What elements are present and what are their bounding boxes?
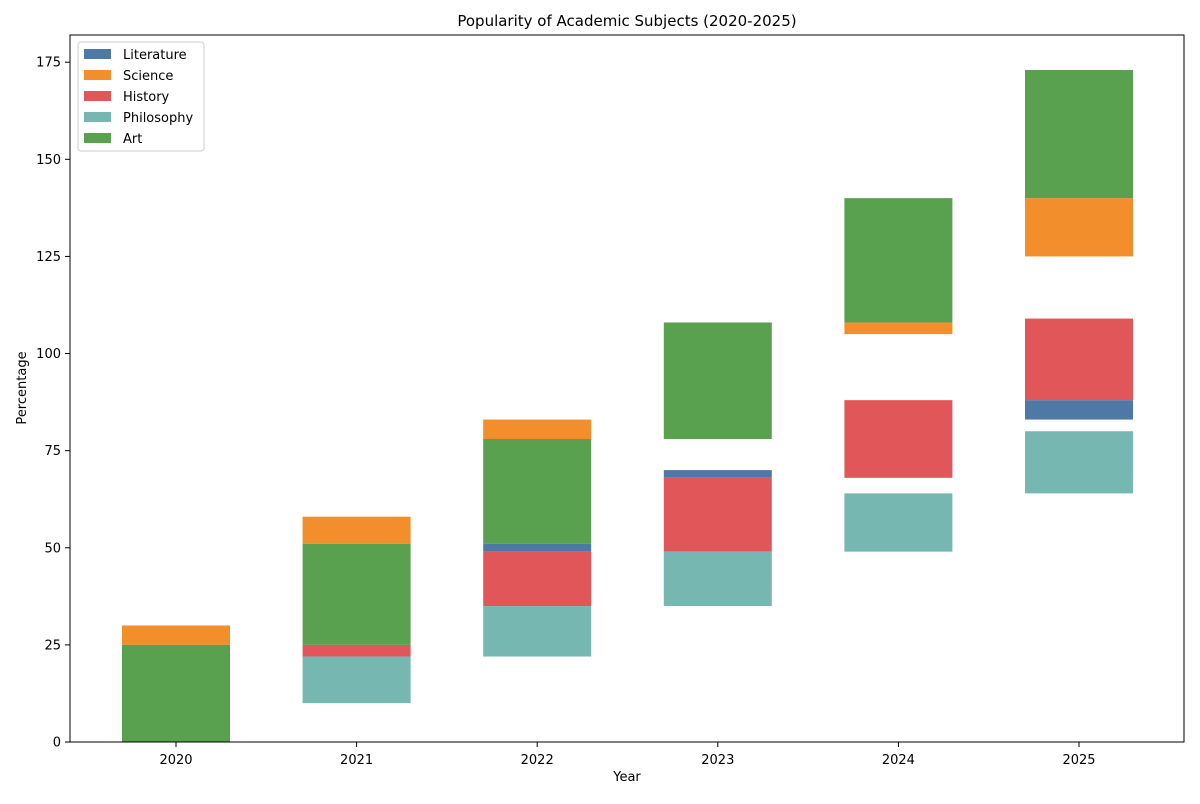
- bar-science-2024: [844, 322, 953, 335]
- bar-art-2020: [122, 644, 230, 742]
- bar-literature-2025: [1025, 400, 1133, 420]
- x-axis-ticks: 2020 2021 2022 2023 2024 2025: [159, 742, 1096, 768]
- bar-philosophy-2024: [844, 493, 953, 552]
- chart-title: Popularity of Academic Subjects (2020-20…: [457, 12, 796, 30]
- x-tick-label: 2021: [340, 753, 373, 768]
- legend-swatch-literature: [84, 49, 111, 59]
- y-axis-ticks: 0 25 50 75 100 125 150 175: [36, 56, 70, 751]
- bar-history-2024: [844, 400, 953, 478]
- x-tick-label: 2020: [159, 753, 192, 768]
- bar-art-2025: [1025, 69, 1133, 199]
- x-tick-label: 2025: [1062, 753, 1095, 768]
- legend-label-history: History: [123, 90, 170, 105]
- legend-swatch-philosophy: [84, 112, 111, 122]
- bar-science-2022: [483, 419, 592, 439]
- legend: Literature Science History Philosophy Art: [77, 41, 205, 152]
- x-tick-label: 2024: [882, 753, 915, 768]
- bar-philosophy-2021: [302, 656, 411, 704]
- bar-science-2021: [302, 516, 411, 544]
- y-tick-label: 25: [44, 638, 61, 653]
- bar-philosophy-2022: [483, 606, 592, 657]
- y-tick-label: 100: [36, 347, 61, 362]
- legend-box: [77, 41, 205, 152]
- y-tick-label: 50: [44, 541, 61, 556]
- legend-swatch-history: [84, 91, 111, 101]
- bar-science-2025: [1025, 198, 1133, 257]
- legend-swatch-science: [84, 70, 111, 80]
- bar-history-2025: [1025, 318, 1133, 401]
- bar-literature-2022: [483, 543, 592, 552]
- bar-art-2023: [663, 322, 772, 439]
- bar-philosophy-2025: [1025, 431, 1133, 494]
- bar-art-2021: [302, 543, 411, 645]
- legend-label-philosophy: Philosophy: [123, 111, 193, 126]
- bar-literature-2023: [663, 470, 772, 478]
- y-tick-label: 175: [36, 56, 61, 71]
- y-tick-label: 150: [36, 153, 61, 168]
- y-axis-label: Percentage: [15, 351, 30, 424]
- bar-science-2020: [122, 625, 230, 645]
- bar-history-2022: [483, 551, 592, 607]
- plot-frame: [69, 34, 1185, 743]
- y-tick-label: 125: [36, 250, 61, 265]
- bar-history-2021: [302, 644, 411, 657]
- y-tick-label: 75: [44, 444, 61, 459]
- x-tick-label: 2022: [521, 753, 554, 768]
- bar-history-2023: [663, 477, 772, 552]
- bar-art-2022: [483, 439, 592, 544]
- x-axis-label: Year: [612, 770, 641, 785]
- legend-label-art: Art: [123, 132, 142, 147]
- legend-swatch-art: [84, 133, 111, 143]
- bar-art-2024: [844, 198, 953, 323]
- y-tick-label: 0: [53, 736, 61, 751]
- x-tick-label: 2023: [701, 753, 734, 768]
- legend-label-science: Science: [123, 69, 173, 84]
- bars-layer: [122, 69, 1133, 742]
- bar-philosophy-2023: [663, 551, 772, 607]
- legend-label-literature: Literature: [123, 48, 187, 63]
